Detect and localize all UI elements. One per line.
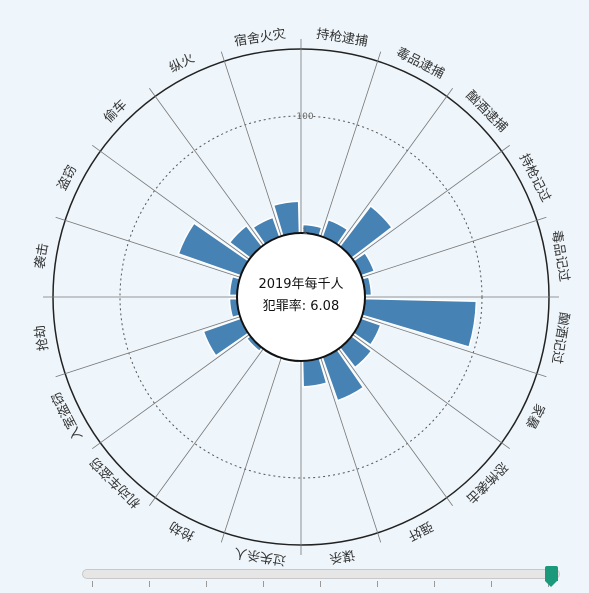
spoke-line [92,334,250,449]
slider-tick [491,581,492,587]
center-text-line1: 2019年每千人 [258,276,343,292]
slider-tick [149,581,150,587]
bar-9[interactable] [301,357,328,388]
bar-2[interactable] [338,204,394,260]
category-label: 袭击 [33,242,52,270]
spoke-line [55,216,241,278]
spoke-line [55,316,241,378]
spoke-line [361,316,547,378]
center-group: 2019年每千人 犯罪率: 6.08 [258,276,343,314]
year-slider-track[interactable] [82,569,560,579]
spoke-line [220,51,282,237]
slider-tick [434,581,435,587]
category-label: 纵火 [167,51,197,76]
spoke-line [361,216,547,278]
category-label: 抢劫 [32,324,52,352]
spoke-line [149,348,264,506]
center-disk [236,232,366,362]
bar-layer [177,200,478,402]
tick-label: 1 [302,227,308,237]
slider-tick [263,581,264,587]
category-label: 盗窃 [54,163,80,193]
spoke-line [92,145,250,260]
center-text-line2: 犯罪率: 6.08 [263,298,339,314]
grid-layer [43,39,559,555]
year-slider-handle[interactable] [545,566,558,587]
category-label: 恐怖袭击 [463,459,511,507]
spoke-line [220,357,282,543]
category-label: 持枪逮捕 [315,26,369,50]
spoke-line [320,51,382,237]
spoke-line [352,334,510,449]
spoke-line [149,88,264,246]
spoke-line [352,145,510,260]
category-label: 毒品记过 [548,229,571,283]
category-label: 持枪记过 [516,151,554,205]
category-label: 毒品逮捕 [393,44,447,82]
category-label: 酗酒逮捕 [463,87,511,135]
category-label: 酗酒记过 [548,311,571,365]
bar-13[interactable] [202,317,250,357]
slider-tick [320,581,321,587]
category-label: 强奸 [405,518,435,543]
tick-label: 100 [296,112,313,122]
category-label: 过失杀人 [233,544,287,567]
spoke-line [338,348,453,506]
spoke-line [320,357,382,543]
category-label: 抢劫 [167,518,197,544]
category-label: 宿舍火灾 [233,26,287,50]
category-label: 入室盗窃 [48,389,86,443]
category-label: 谋杀 [328,546,356,565]
slider-tick [377,581,378,587]
slider-tick [206,581,207,587]
spoke-line [338,88,453,246]
slider-tick [92,581,93,587]
category-label: 家暴 [522,401,548,431]
